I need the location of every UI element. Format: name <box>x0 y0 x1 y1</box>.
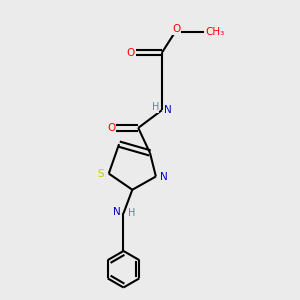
Text: CH₃: CH₃ <box>205 27 224 37</box>
Text: S: S <box>97 169 104 178</box>
Text: N: N <box>160 172 168 182</box>
Text: H: H <box>128 208 135 218</box>
Text: O: O <box>127 48 135 58</box>
Text: N: N <box>164 105 172 115</box>
Text: N: N <box>113 207 121 217</box>
Text: H: H <box>152 102 159 112</box>
Text: O: O <box>172 24 181 34</box>
Text: O: O <box>108 123 116 133</box>
